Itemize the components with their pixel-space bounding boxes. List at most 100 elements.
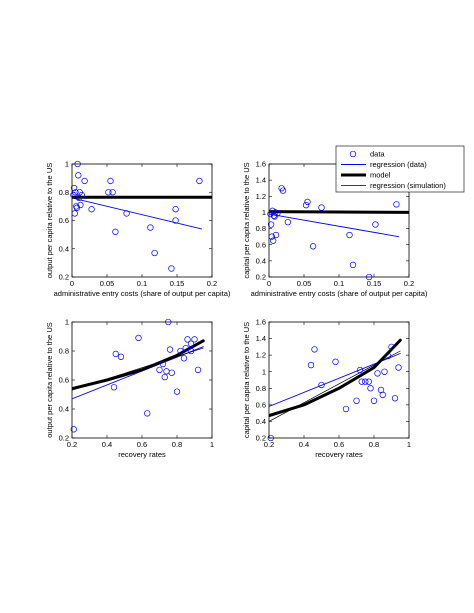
x-tick-label: 0 (267, 279, 271, 288)
data-point (370, 397, 378, 404)
legend-box (335, 145, 465, 193)
x-tick-label: 0.2 (264, 440, 274, 449)
data-point (342, 405, 350, 413)
data-point (88, 206, 95, 213)
data-point (112, 350, 119, 358)
plot-area (72, 195, 212, 230)
data-point (180, 355, 188, 362)
x-tick-label: 0 (70, 279, 74, 288)
data-point (384, 352, 392, 360)
data-point (168, 265, 175, 272)
data-point (304, 198, 311, 206)
regression-data-line (269, 213, 399, 238)
y-tick-label: 0.6 (256, 240, 266, 249)
legend-label: regression (data) (370, 160, 427, 169)
data-point (379, 391, 386, 399)
data-point (78, 191, 85, 199)
x-tick-label: 0.2 (207, 279, 217, 288)
x-tick-label: 0.05 (100, 279, 115, 288)
y-tick-label: 0.2 (59, 273, 69, 282)
x-tick-label: 1 (407, 440, 411, 449)
y-tick-label: 0.8 (256, 384, 266, 393)
y-tick-label: 0.6 (256, 400, 266, 409)
x-tick-label: 0.2 (404, 279, 414, 288)
data-point (307, 361, 315, 369)
y-tick-label: 1.2 (256, 351, 266, 360)
x-tick-label: 0.1 (334, 279, 344, 288)
data-point (74, 160, 81, 168)
data-point (144, 410, 151, 417)
y-tick-label: 0.2 (256, 434, 266, 443)
data-point (284, 218, 292, 226)
x-tick-label: 0.6 (334, 440, 344, 449)
x-axis-title: administrative entry costs (share of out… (54, 289, 231, 298)
x-tick-label: 0.15 (170, 279, 185, 288)
data-point (367, 385, 374, 392)
data-point (147, 224, 154, 231)
chart-panel: 0.2 0.4 0.6 0.8 1 0.2 0.4 0.6 0.8 1 1.2 1.4 1.6 recov… (242, 318, 411, 459)
plot-area (269, 338, 402, 422)
data-point (77, 201, 84, 209)
data-point (279, 187, 287, 194)
data-point (177, 347, 184, 355)
data-point (318, 381, 325, 389)
y-tick-label: 1.4 (256, 334, 266, 343)
plot-area (269, 210, 409, 238)
data-point (112, 228, 119, 235)
data-point (182, 344, 189, 352)
data-point (168, 369, 175, 376)
y-tick-label: 0.4 (59, 244, 69, 253)
axes-frame (71, 321, 213, 439)
data-point (117, 353, 125, 360)
regression-simulation-line (269, 350, 401, 422)
data-point (123, 210, 130, 217)
data-point (372, 221, 379, 228)
data-point (72, 189, 79, 196)
data-point (332, 358, 339, 365)
data-point (267, 221, 275, 228)
data-point (107, 177, 114, 185)
data-point (393, 201, 400, 208)
y-tick-label: 0.2 (59, 434, 69, 443)
data-point (353, 397, 360, 404)
regression-simulation-line (269, 211, 409, 213)
regression-data-line (72, 197, 202, 230)
data-point (346, 231, 353, 239)
x-axis-title: recovery rates (315, 450, 363, 459)
data-point (362, 378, 369, 385)
data-point (358, 378, 365, 385)
chart-panel: 0 0.05 0.1 0.15 0.2 0.2 0.4 0.6 0.8 1 administrati… (45, 160, 231, 298)
data-point (75, 172, 82, 179)
y-tick-label: 0.8 (256, 224, 266, 233)
data-point (71, 210, 78, 217)
model-line (72, 339, 205, 391)
data-point (311, 346, 318, 353)
data-point (191, 336, 198, 343)
data-point (166, 346, 174, 353)
y-tick-label: 1.6 (256, 318, 266, 327)
axes-frame (71, 163, 213, 278)
x-axis-title: recovery rates (118, 450, 166, 459)
legend-label: regression (simulation) (370, 181, 446, 190)
data-point (161, 373, 168, 381)
data-point (110, 384, 118, 391)
y-tick-label: 1.4 (256, 176, 266, 185)
y-tick-label: 0.6 (59, 216, 69, 225)
data-point (270, 237, 277, 244)
data-point (73, 203, 80, 210)
data-point (395, 364, 402, 371)
data-point (187, 347, 195, 355)
x-tick-label: 1 (210, 440, 214, 449)
y-tick-label: 0.4 (59, 405, 69, 414)
data-point (274, 210, 281, 217)
data-point (302, 202, 310, 209)
y-tick-label: 0.4 (256, 256, 266, 265)
x-tick-label: 0.2 (67, 440, 77, 449)
data-point (172, 217, 179, 224)
data-point (163, 368, 170, 375)
x-tick-label: 0.6 (137, 440, 147, 449)
data-point (196, 177, 203, 185)
y-tick-label: 1.2 (256, 192, 266, 201)
data-point (318, 204, 325, 211)
